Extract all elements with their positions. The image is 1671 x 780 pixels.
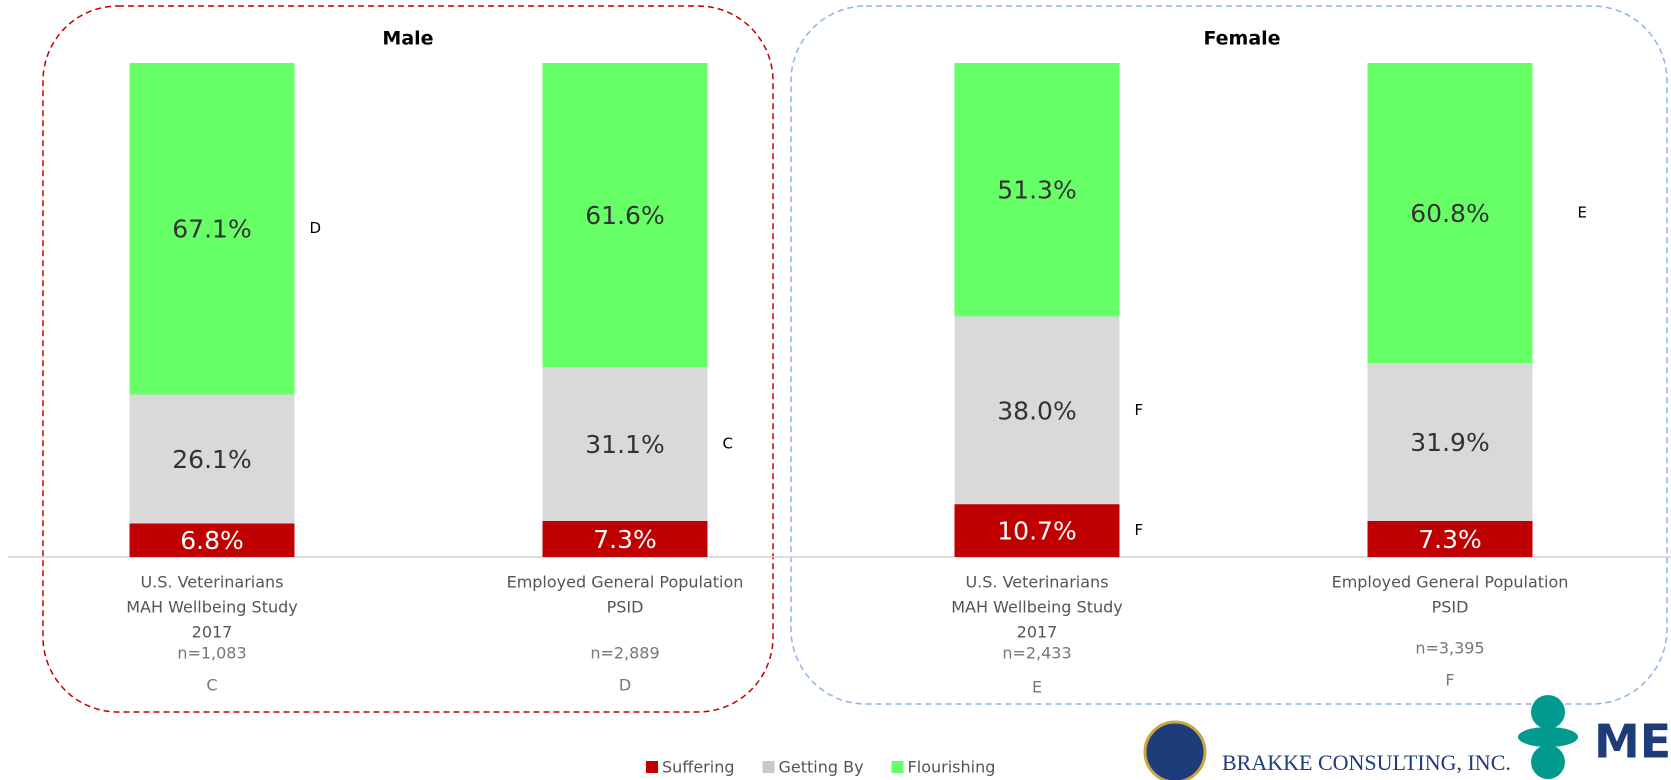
logo-icon bbox=[1531, 695, 1565, 729]
significance-letter: F bbox=[1135, 521, 1144, 539]
value-label: 61.6% bbox=[585, 201, 664, 230]
x-tick-label: MAH Wellbeing Study bbox=[951, 598, 1123, 617]
bar-segment bbox=[129, 63, 295, 395]
logo-text: BRAKKE CONSULTING, INC. bbox=[1222, 750, 1511, 775]
significance-letter: F bbox=[1135, 401, 1144, 419]
bar-segment bbox=[542, 63, 708, 368]
value-label: 31.1% bbox=[585, 430, 664, 459]
x-tick-label: PSID bbox=[607, 598, 644, 617]
logo-icon bbox=[1518, 727, 1578, 747]
x-tick-label: MAH Wellbeing Study bbox=[126, 598, 298, 617]
legend-swatch bbox=[646, 761, 658, 773]
group-code: D bbox=[619, 676, 631, 695]
legend-label: Suffering bbox=[662, 758, 734, 777]
group-title: Male bbox=[382, 28, 433, 50]
significance-letter: C bbox=[723, 435, 733, 453]
value-label: 26.1% bbox=[172, 445, 251, 474]
merck-logo: ME bbox=[1518, 695, 1671, 779]
value-label: 7.3% bbox=[1418, 525, 1482, 554]
x-tick-label: Employed General Population bbox=[507, 573, 744, 592]
value-label: 10.7% bbox=[997, 517, 1076, 546]
group-code: C bbox=[206, 676, 217, 695]
legend-swatch bbox=[891, 761, 904, 773]
sample-size: n=2,433 bbox=[1002, 644, 1071, 663]
sample-size: n=2,889 bbox=[590, 644, 659, 663]
group-title: Female bbox=[1203, 28, 1280, 50]
legend-label: Flourishing bbox=[908, 758, 996, 777]
significance-letter: D bbox=[310, 219, 322, 237]
bar-segment bbox=[1367, 363, 1533, 521]
x-tick-label: Employed General Population bbox=[1332, 573, 1569, 592]
x-tick-label: PSID bbox=[1432, 598, 1469, 617]
female-frame bbox=[790, 5, 1668, 705]
group-code: E bbox=[1032, 678, 1042, 697]
sample-size: n=3,395 bbox=[1415, 639, 1484, 658]
bar-segment bbox=[1367, 520, 1533, 557]
x-tick-label: U.S. Veterinarians bbox=[965, 573, 1108, 592]
bar-segment bbox=[954, 63, 1120, 317]
bar-segment bbox=[542, 520, 708, 557]
bar-segment bbox=[129, 523, 295, 557]
male-frame bbox=[42, 5, 774, 713]
legend-swatch bbox=[762, 761, 775, 773]
value-label: 6.8% bbox=[180, 526, 244, 555]
logo-text: ME bbox=[1594, 715, 1671, 769]
value-label: 7.3% bbox=[593, 525, 657, 554]
x-tick-label: U.S. Veterinarians bbox=[140, 573, 283, 592]
logo-icon bbox=[1143, 720, 1207, 780]
brakke-logo: BRAKKE CONSULTING, INC. bbox=[1143, 720, 1511, 780]
bar-segment bbox=[129, 394, 295, 524]
sample-size: n=1,083 bbox=[177, 644, 246, 663]
logo-icon bbox=[1531, 745, 1565, 779]
legend-label: Getting By bbox=[778, 758, 863, 777]
x-tick-label: 2017 bbox=[192, 623, 233, 642]
x-tick-label: 2017 bbox=[1017, 623, 1058, 642]
bar-segment bbox=[954, 504, 1120, 557]
value-label: 38.0% bbox=[997, 396, 1076, 425]
group-code: F bbox=[1445, 671, 1454, 690]
bar-segment bbox=[954, 316, 1120, 505]
value-label: 31.9% bbox=[1410, 428, 1489, 457]
value-label: 51.3% bbox=[997, 176, 1076, 205]
value-label: 67.1% bbox=[172, 215, 251, 244]
bar-segment bbox=[542, 367, 708, 521]
significance-letter: E bbox=[1578, 204, 1587, 222]
value-label: 60.8% bbox=[1410, 199, 1489, 228]
bar-segment bbox=[1367, 63, 1533, 364]
